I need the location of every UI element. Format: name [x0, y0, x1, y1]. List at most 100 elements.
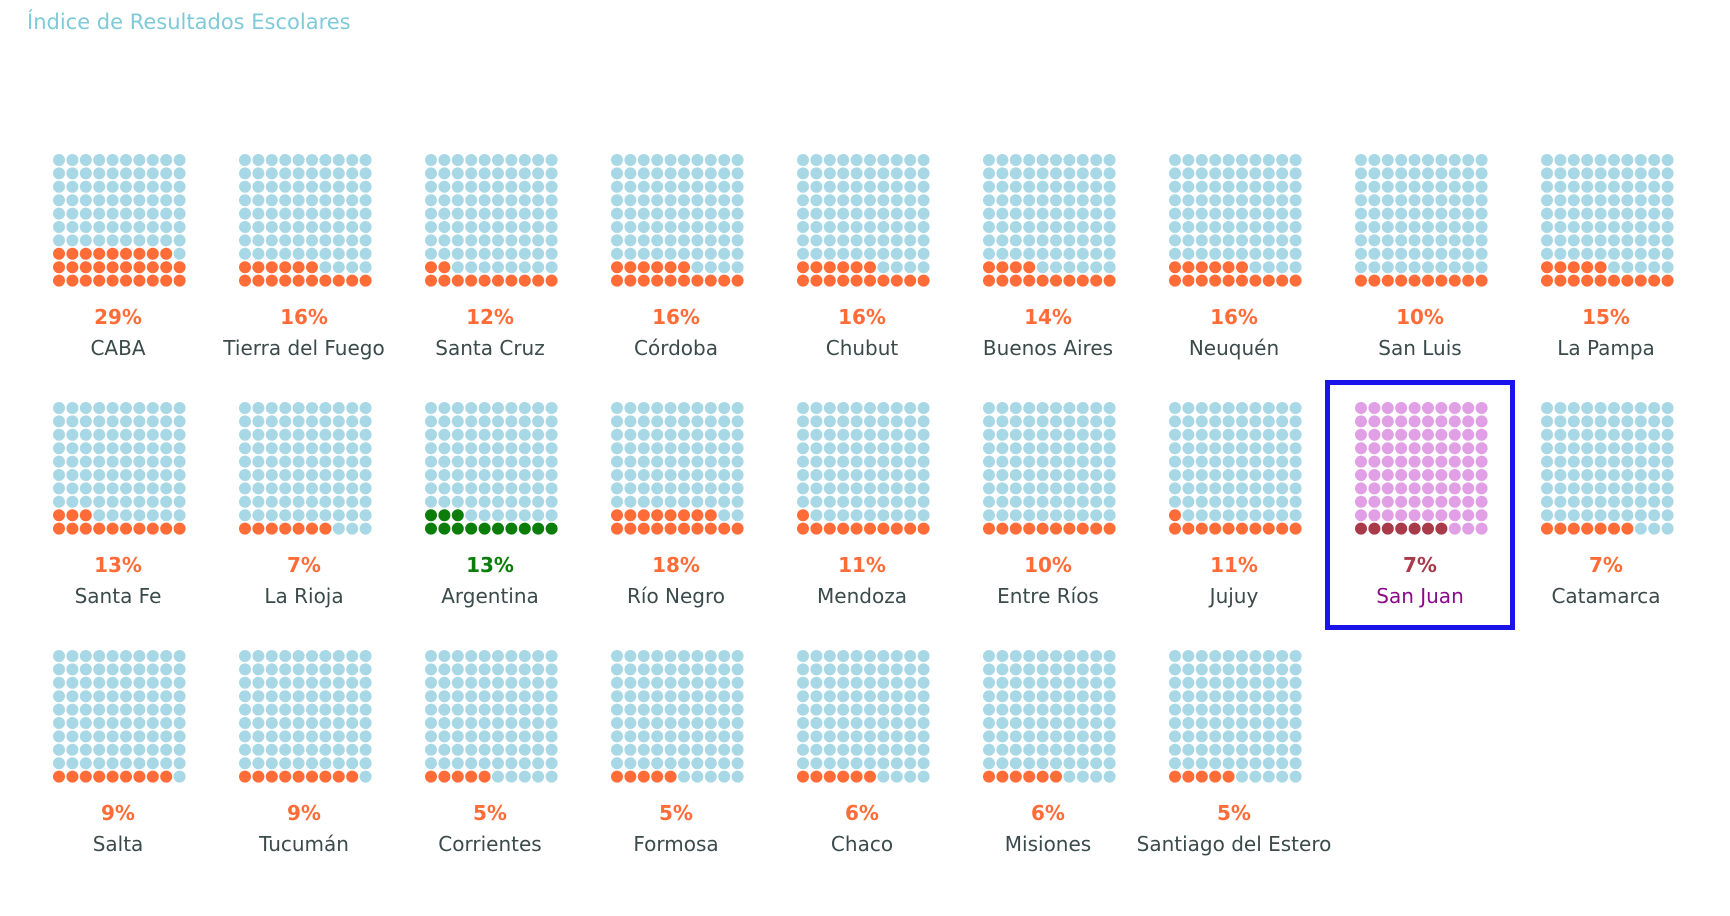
waffle-dot-la-pampa-82 — [1567, 167, 1580, 180]
waffle-dot-salta-32 — [79, 730, 92, 743]
waffle-dot-jujuy-14 — [1222, 509, 1235, 522]
waffle-dot-entre-rios-38 — [1090, 482, 1103, 495]
waffle-dot-entre-rios-65 — [1050, 442, 1062, 455]
waffle-dot-mendoza-92 — [823, 402, 836, 414]
waffle-dot-misiones-64 — [1036, 690, 1049, 703]
waffle-dot-san-luis-37 — [1448, 234, 1461, 247]
waffle-cell-argentina[interactable]: 13% Argentina — [400, 385, 580, 625]
waffle-dot-chaco-22 — [823, 743, 836, 756]
waffle-dot-tierra-del-fuego-52 — [265, 207, 278, 220]
waffle-dot-entre-rios-61 — [996, 442, 1009, 455]
waffle-cell-formosa[interactable]: 5% Formosa — [586, 633, 766, 873]
waffle-dot-catamarca-19 — [1661, 509, 1674, 522]
waffle-dot-filled-salta-1 — [66, 770, 79, 783]
waffle-dot-neuquen-28 — [1276, 247, 1289, 260]
waffle-dot-san-luis-75 — [1422, 180, 1434, 193]
waffle-dot-chaco-83 — [837, 663, 850, 676]
waffle-dot-filled-corrientes-4 — [478, 770, 491, 783]
waffle-dot-salta-24 — [106, 743, 119, 756]
waffle-cell-la-pampa[interactable]: 15% La Pampa — [1516, 137, 1696, 377]
waffle-dot-misiones-35 — [1050, 730, 1062, 743]
waffle-dot-corrientes-33 — [465, 730, 478, 743]
waffle-dot-rio-negro-49 — [731, 469, 744, 481]
waffle-dot-tierra-del-fuego-76 — [319, 180, 332, 193]
waffle-dot-la-rioja-9 — [359, 522, 372, 535]
waffle-cell-santiago-del-estero[interactable]: 5% Santiago del Estero — [1137, 633, 1331, 873]
waffle-cell-san-luis[interactable]: 10% San Luis — [1330, 137, 1510, 377]
waffle-dot-entre-rios-69 — [1103, 442, 1116, 455]
waffle-dot-santiago-del-estero-11 — [1182, 757, 1195, 770]
waffle-dot-san-luis-40 — [1355, 221, 1367, 233]
waffle-dot-caba-51 — [66, 207, 79, 220]
waffle-dot-catamarca-54 — [1594, 455, 1607, 468]
waffle-dot-san-juan-79 — [1475, 428, 1488, 441]
waffle-dot-santa-cruz-36 — [505, 234, 518, 247]
waffle-dot-la-rioja-7 — [332, 522, 345, 535]
waffle-dot-santiago-del-estero-52 — [1195, 703, 1208, 716]
waffle-dot-catamarca-70 — [1541, 428, 1553, 441]
waffle-dot-cordoba-83 — [651, 167, 664, 180]
waffle-dot-filled-buenos-aires-8 — [1090, 274, 1103, 287]
waffle-dot-catamarca-36 — [1621, 482, 1634, 495]
waffle-dot-santa-cruz-25 — [492, 247, 504, 260]
waffle-cell-santa-fe[interactable]: 13% Santa Fe — [28, 385, 208, 625]
waffle-cell-tucuman[interactable]: 9% Tucumán — [214, 633, 394, 873]
waffle-cell-corrientes[interactable]: 5% Corrientes — [400, 633, 580, 873]
waffle-cell-salta[interactable]: 9% Salta — [28, 633, 208, 873]
waffle-dot-jujuy-62 — [1195, 442, 1208, 455]
waffle-dot-la-rioja-13 — [279, 509, 292, 522]
waffle-dot-san-juan-46 — [1435, 469, 1448, 481]
waffle-dot-entre-rios-30 — [983, 482, 995, 495]
waffle-cell-san-juan[interactable]: 7% San Juan — [1325, 380, 1515, 630]
waffle-dot-chubut-98 — [904, 154, 917, 166]
waffle-cell-caba[interactable]: 29% CABA — [28, 137, 208, 377]
waffle-dot-misiones-53 — [1023, 703, 1036, 716]
waffle-dot-santa-cruz-84 — [478, 167, 491, 180]
waffle-dot-cordoba-95 — [678, 154, 690, 166]
waffle-cell-buenos-aires[interactable]: 14% Buenos Aires — [958, 137, 1138, 377]
waffle-cell-santa-cruz[interactable]: 12% Santa Cruz — [400, 137, 580, 377]
waffle-cell-tierra-del-fuego[interactable]: 16% Tierra del Fuego — [214, 137, 394, 377]
waffle-dot-formosa-91 — [624, 650, 637, 662]
waffle-dot-tierra-del-fuego-39 — [359, 234, 372, 247]
waffle-dot-santa-cruz-97 — [518, 154, 531, 166]
waffle-dot-santiago-del-estero-8 — [1276, 770, 1289, 783]
waffle-cell-neuquen[interactable]: 16% Neuquén — [1144, 137, 1324, 377]
waffle-dot-filled-mendoza-10 — [797, 509, 809, 522]
waffle-cell-jujuy[interactable]: 11% Jujuy — [1144, 385, 1324, 625]
waffle-dot-jujuy-89 — [1289, 415, 1302, 428]
waffle-dot-caba-61 — [66, 194, 79, 207]
waffle-dot-santa-cruz-86 — [505, 167, 518, 180]
waffle-dot-mendoza-39 — [917, 482, 930, 495]
waffle-dot-misiones-66 — [1063, 690, 1076, 703]
waffle-cell-cordoba[interactable]: 16% Córdoba — [586, 137, 766, 377]
waffle-dot-buenos-aires-78 — [1090, 180, 1103, 193]
waffle-dot-tierra-del-fuego-51 — [252, 207, 265, 220]
waffle-dot-caba-83 — [93, 167, 106, 180]
waffle-cell-chaco[interactable]: 6% Chaco — [772, 633, 952, 873]
waffle-cell-catamarca[interactable]: 7% Catamarca — [1516, 385, 1696, 625]
province-name-corrientes: Corrientes — [438, 832, 542, 856]
waffle-dot-jujuy-63 — [1209, 442, 1222, 455]
waffle-cell-rio-negro[interactable]: 18% Río Negro — [586, 385, 766, 625]
waffle-cell-la-rioja[interactable]: 7% La Rioja — [214, 385, 394, 625]
waffle-dot-neuquen-69 — [1289, 194, 1302, 207]
waffle-dot-santa-cruz-16 — [505, 261, 518, 274]
waffle-dot-cordoba-70 — [611, 180, 623, 193]
waffle-dot-misiones-22 — [1009, 743, 1022, 756]
waffle-dot-catamarca-92 — [1567, 402, 1580, 414]
waffle-dot-santiago-del-estero-32 — [1195, 730, 1208, 743]
waffle-cell-entre-rios[interactable]: 10% Entre Ríos — [958, 385, 1138, 625]
waffle-dot-catamarca-15 — [1608, 509, 1620, 522]
waffle-cell-chubut[interactable]: 16% Chubut — [772, 137, 952, 377]
waffle-dot-tucuman-29 — [359, 743, 372, 756]
waffle-cell-misiones[interactable]: 6% Misiones — [958, 633, 1138, 873]
waffle-dot-chaco-8 — [904, 770, 917, 783]
waffle-dot-argentina-70 — [425, 428, 437, 441]
waffle-dot-argentina-27 — [518, 495, 531, 508]
waffle-dot-santiago-del-estero-89 — [1289, 663, 1302, 676]
waffle-dot-la-rioja-60 — [239, 442, 251, 455]
waffle-dot-rio-negro-88 — [718, 415, 731, 428]
waffle-cell-mendoza[interactable]: 11% Mendoza — [772, 385, 952, 625]
waffle-dot-santa-fe-93 — [93, 402, 106, 414]
